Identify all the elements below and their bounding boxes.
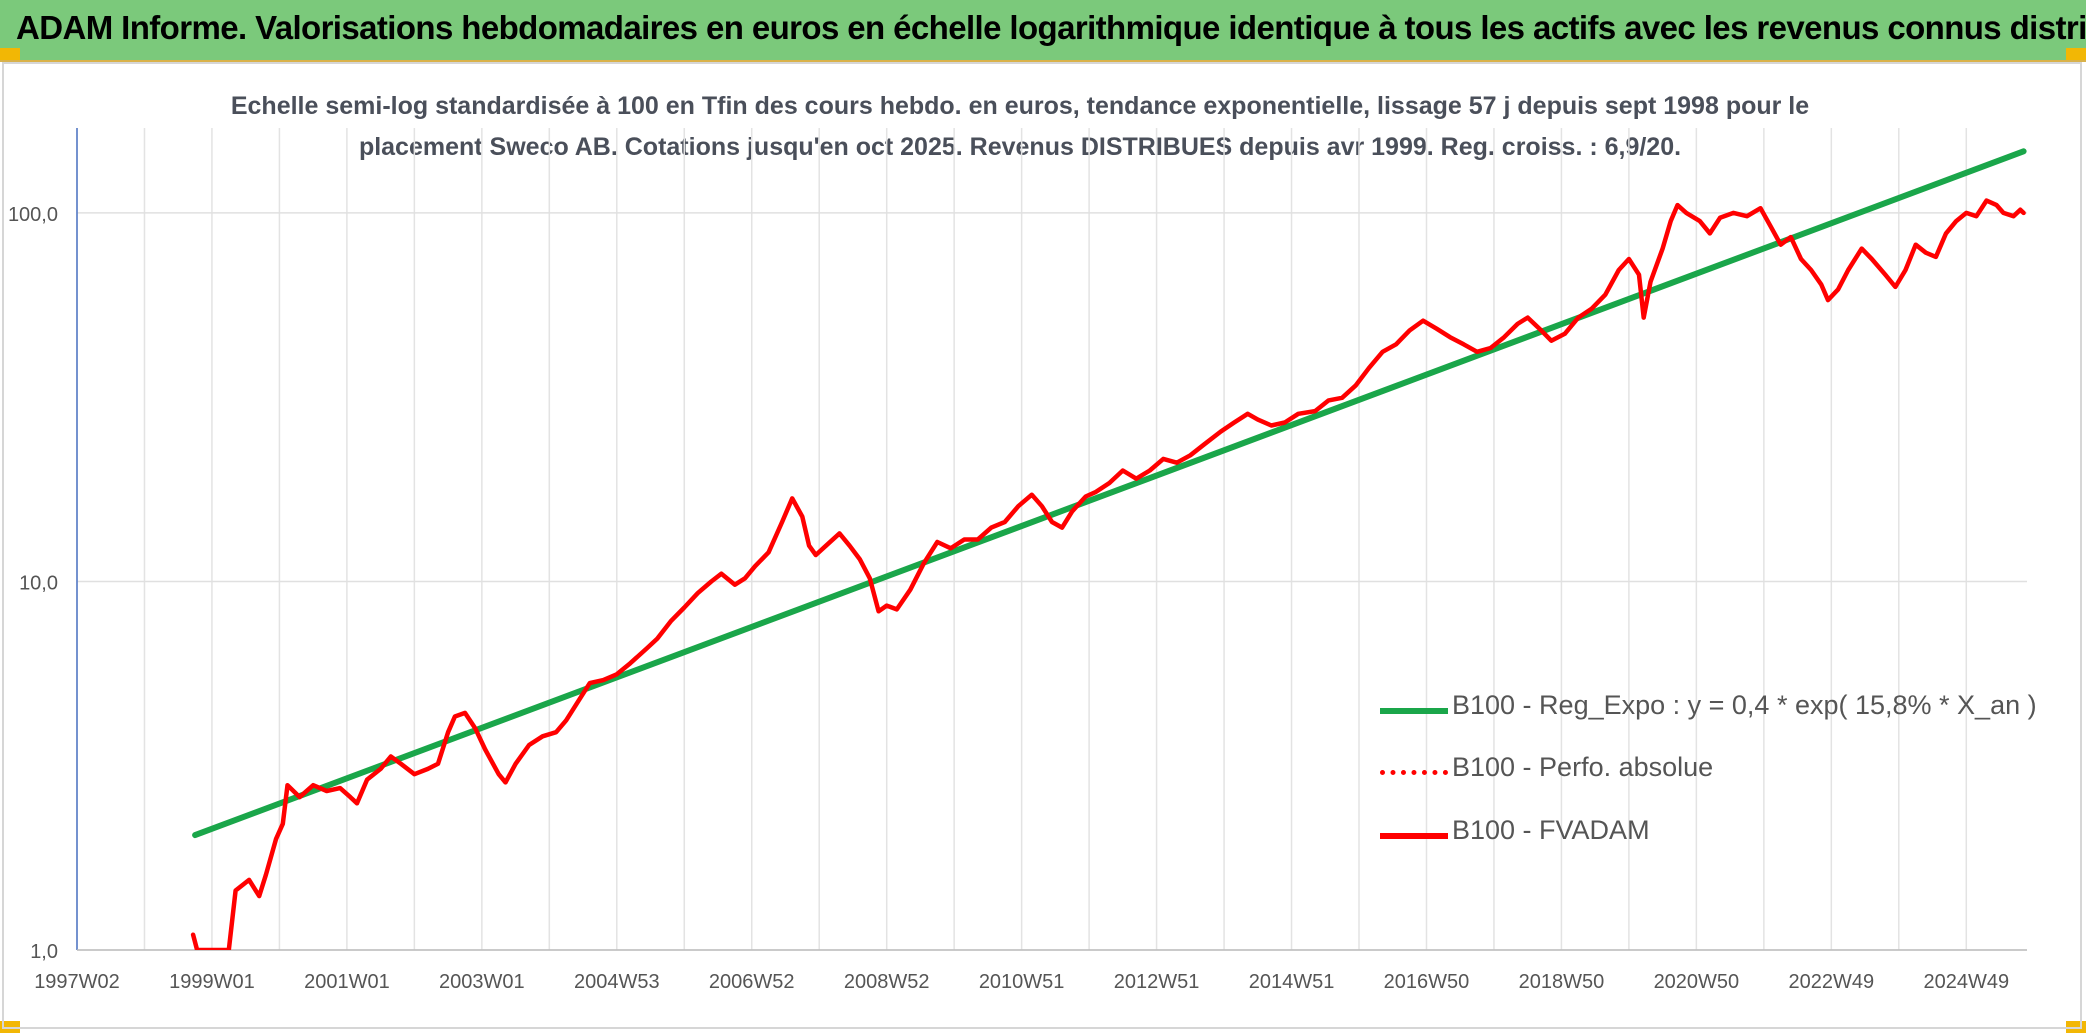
y-tick-label: 10,0 bbox=[19, 572, 58, 594]
x-tick-label: 2024W49 bbox=[1923, 971, 2009, 993]
chart-title-line-1: Echelle semi-log standardisée à 100 en T… bbox=[230, 92, 1810, 120]
header-banner: ADAM Informe. Valorisations hebdomadaire… bbox=[0, 0, 2086, 62]
x-tick-label: 1999W01 bbox=[169, 971, 255, 993]
x-tick-label: 2001W01 bbox=[304, 971, 390, 993]
legend-swatch-perfo bbox=[1380, 770, 1448, 775]
x-tick-label: 2018W50 bbox=[1519, 971, 1605, 993]
legend-label-fvadam: B100 - FVADAM bbox=[1452, 815, 1650, 845]
legend-swatch-fvadam bbox=[1380, 833, 1448, 839]
chart-title-line-2: placement Sweco AB. Cotations jusqu'en o… bbox=[358, 133, 1682, 161]
series-line-regression bbox=[192, 148, 2027, 839]
y-tick-label: 1,0 bbox=[30, 941, 58, 963]
chart-frame bbox=[2, 62, 2082, 1029]
y-tick-label: 100,0 bbox=[8, 204, 58, 226]
x-tick-label: 2008W52 bbox=[844, 971, 930, 993]
legend-swatch-regression bbox=[1380, 708, 1448, 714]
series-line-fvadam bbox=[190, 198, 2026, 950]
x-tick-label: 2022W49 bbox=[1789, 971, 1875, 993]
legend-label-perfo: B100 - Perfo. absolue bbox=[1452, 752, 1714, 782]
x-tick-label: 2016W50 bbox=[1384, 971, 1470, 993]
x-tick-label: 1997W02 bbox=[34, 971, 120, 993]
x-tick-label: 2010W51 bbox=[979, 971, 1065, 993]
x-tick-label: 2014W51 bbox=[1249, 971, 1335, 993]
page-title: ADAM Informe. Valorisations hebdomadaire… bbox=[16, 9, 2086, 46]
x-tick-label: 2004W53 bbox=[574, 971, 660, 993]
corner-decoration bbox=[2066, 48, 2086, 60]
legend-label-regression: B100 - Reg_Expo : y = 0,4 * exp( 15,8% *… bbox=[1452, 690, 2037, 720]
x-tick-label: 2012W51 bbox=[1114, 971, 1200, 993]
corner-decoration bbox=[0, 48, 20, 60]
x-tick-label: 2006W52 bbox=[709, 971, 795, 993]
x-tick-label: 2020W50 bbox=[1654, 971, 1740, 993]
x-tick-label: 2003W01 bbox=[439, 971, 525, 993]
